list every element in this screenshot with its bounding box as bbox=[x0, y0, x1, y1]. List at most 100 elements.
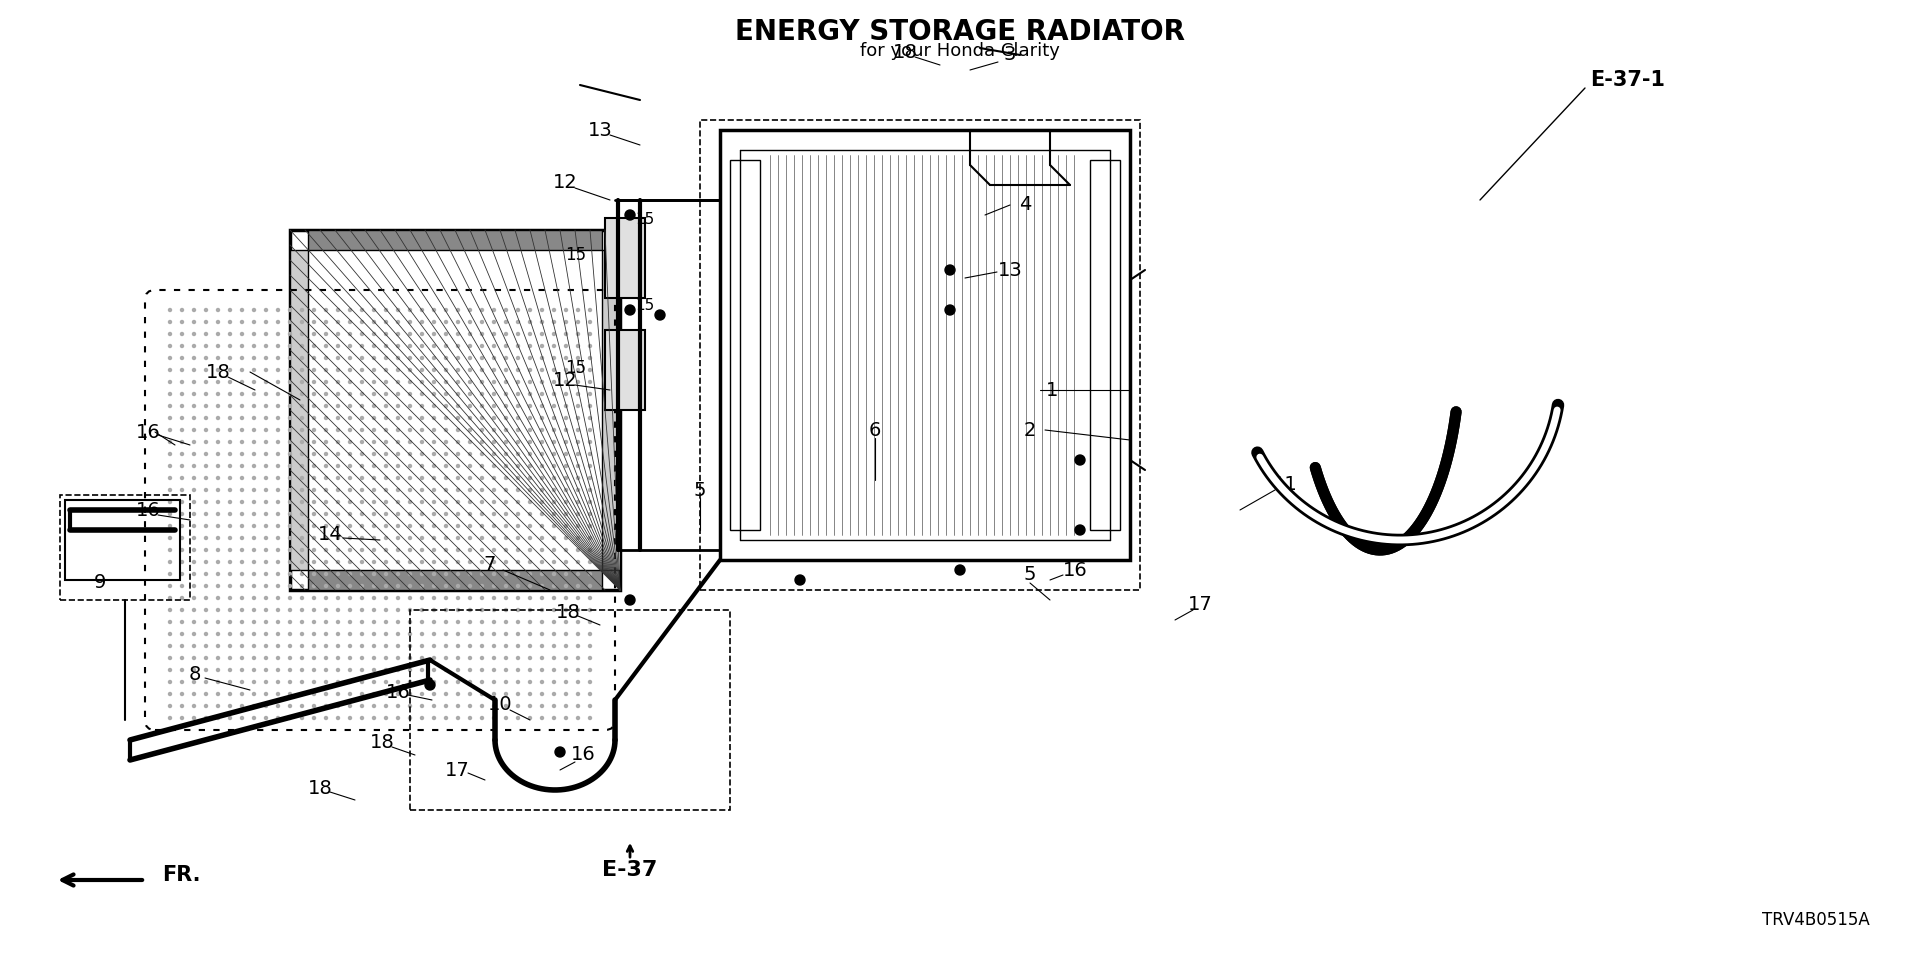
Circle shape bbox=[169, 524, 171, 527]
Circle shape bbox=[313, 393, 315, 396]
Circle shape bbox=[409, 417, 411, 420]
Circle shape bbox=[265, 332, 267, 335]
Circle shape bbox=[493, 441, 495, 444]
Circle shape bbox=[528, 716, 532, 719]
Circle shape bbox=[324, 668, 328, 671]
Circle shape bbox=[276, 561, 280, 564]
Circle shape bbox=[265, 524, 267, 527]
Circle shape bbox=[313, 668, 315, 671]
Circle shape bbox=[384, 369, 388, 372]
Circle shape bbox=[445, 537, 447, 540]
Circle shape bbox=[336, 321, 340, 324]
Circle shape bbox=[432, 657, 436, 660]
Circle shape bbox=[361, 716, 363, 719]
Circle shape bbox=[432, 609, 436, 612]
Bar bbox=[730, 160, 760, 530]
Circle shape bbox=[180, 380, 184, 383]
Circle shape bbox=[265, 609, 267, 612]
Circle shape bbox=[169, 609, 171, 612]
Circle shape bbox=[409, 681, 411, 684]
Circle shape bbox=[480, 476, 484, 479]
Circle shape bbox=[528, 500, 532, 503]
Circle shape bbox=[432, 476, 436, 479]
Circle shape bbox=[528, 356, 532, 359]
Circle shape bbox=[180, 332, 184, 335]
Circle shape bbox=[301, 380, 303, 383]
Circle shape bbox=[589, 716, 591, 719]
Circle shape bbox=[288, 417, 292, 420]
Circle shape bbox=[432, 716, 436, 719]
Text: 15: 15 bbox=[564, 359, 586, 377]
Circle shape bbox=[553, 500, 555, 503]
Circle shape bbox=[480, 705, 484, 708]
Circle shape bbox=[384, 332, 388, 335]
Circle shape bbox=[576, 393, 580, 396]
Circle shape bbox=[240, 465, 244, 468]
Circle shape bbox=[457, 585, 459, 588]
Circle shape bbox=[228, 489, 232, 492]
Circle shape bbox=[493, 692, 495, 695]
Circle shape bbox=[240, 369, 244, 372]
Circle shape bbox=[265, 356, 267, 359]
Bar bbox=[605, 218, 645, 298]
Circle shape bbox=[372, 393, 376, 396]
Circle shape bbox=[349, 705, 351, 708]
Circle shape bbox=[457, 668, 459, 671]
Circle shape bbox=[217, 705, 219, 708]
Circle shape bbox=[432, 705, 436, 708]
Circle shape bbox=[553, 609, 555, 612]
Circle shape bbox=[589, 321, 591, 324]
Circle shape bbox=[576, 404, 580, 407]
Circle shape bbox=[409, 308, 411, 311]
Circle shape bbox=[420, 548, 424, 551]
Text: 5: 5 bbox=[1023, 565, 1037, 585]
Circle shape bbox=[228, 692, 232, 695]
Circle shape bbox=[541, 489, 543, 492]
Circle shape bbox=[576, 668, 580, 671]
Circle shape bbox=[505, 644, 507, 647]
Circle shape bbox=[288, 380, 292, 383]
Circle shape bbox=[205, 500, 207, 503]
Circle shape bbox=[564, 441, 568, 444]
Circle shape bbox=[553, 596, 555, 599]
Circle shape bbox=[505, 609, 507, 612]
Circle shape bbox=[420, 369, 424, 372]
Circle shape bbox=[180, 692, 184, 695]
Circle shape bbox=[205, 393, 207, 396]
Circle shape bbox=[288, 428, 292, 431]
Circle shape bbox=[480, 537, 484, 540]
Circle shape bbox=[397, 500, 399, 503]
Circle shape bbox=[457, 633, 459, 636]
Circle shape bbox=[480, 356, 484, 359]
Circle shape bbox=[205, 548, 207, 551]
Circle shape bbox=[505, 500, 507, 503]
Circle shape bbox=[301, 332, 303, 335]
Circle shape bbox=[493, 633, 495, 636]
Circle shape bbox=[420, 308, 424, 311]
Circle shape bbox=[493, 308, 495, 311]
Circle shape bbox=[409, 321, 411, 324]
Circle shape bbox=[349, 308, 351, 311]
Circle shape bbox=[324, 441, 328, 444]
Circle shape bbox=[445, 476, 447, 479]
Circle shape bbox=[432, 308, 436, 311]
Circle shape bbox=[493, 585, 495, 588]
Circle shape bbox=[564, 332, 568, 335]
Circle shape bbox=[324, 513, 328, 516]
Circle shape bbox=[589, 356, 591, 359]
Circle shape bbox=[432, 393, 436, 396]
Circle shape bbox=[288, 585, 292, 588]
Circle shape bbox=[541, 345, 543, 348]
Circle shape bbox=[576, 548, 580, 551]
Circle shape bbox=[480, 644, 484, 647]
Circle shape bbox=[228, 681, 232, 684]
Circle shape bbox=[349, 345, 351, 348]
Circle shape bbox=[301, 476, 303, 479]
Circle shape bbox=[553, 369, 555, 372]
Circle shape bbox=[276, 369, 280, 372]
Circle shape bbox=[336, 356, 340, 359]
Circle shape bbox=[553, 393, 555, 396]
Circle shape bbox=[372, 404, 376, 407]
Circle shape bbox=[420, 500, 424, 503]
Circle shape bbox=[528, 633, 532, 636]
